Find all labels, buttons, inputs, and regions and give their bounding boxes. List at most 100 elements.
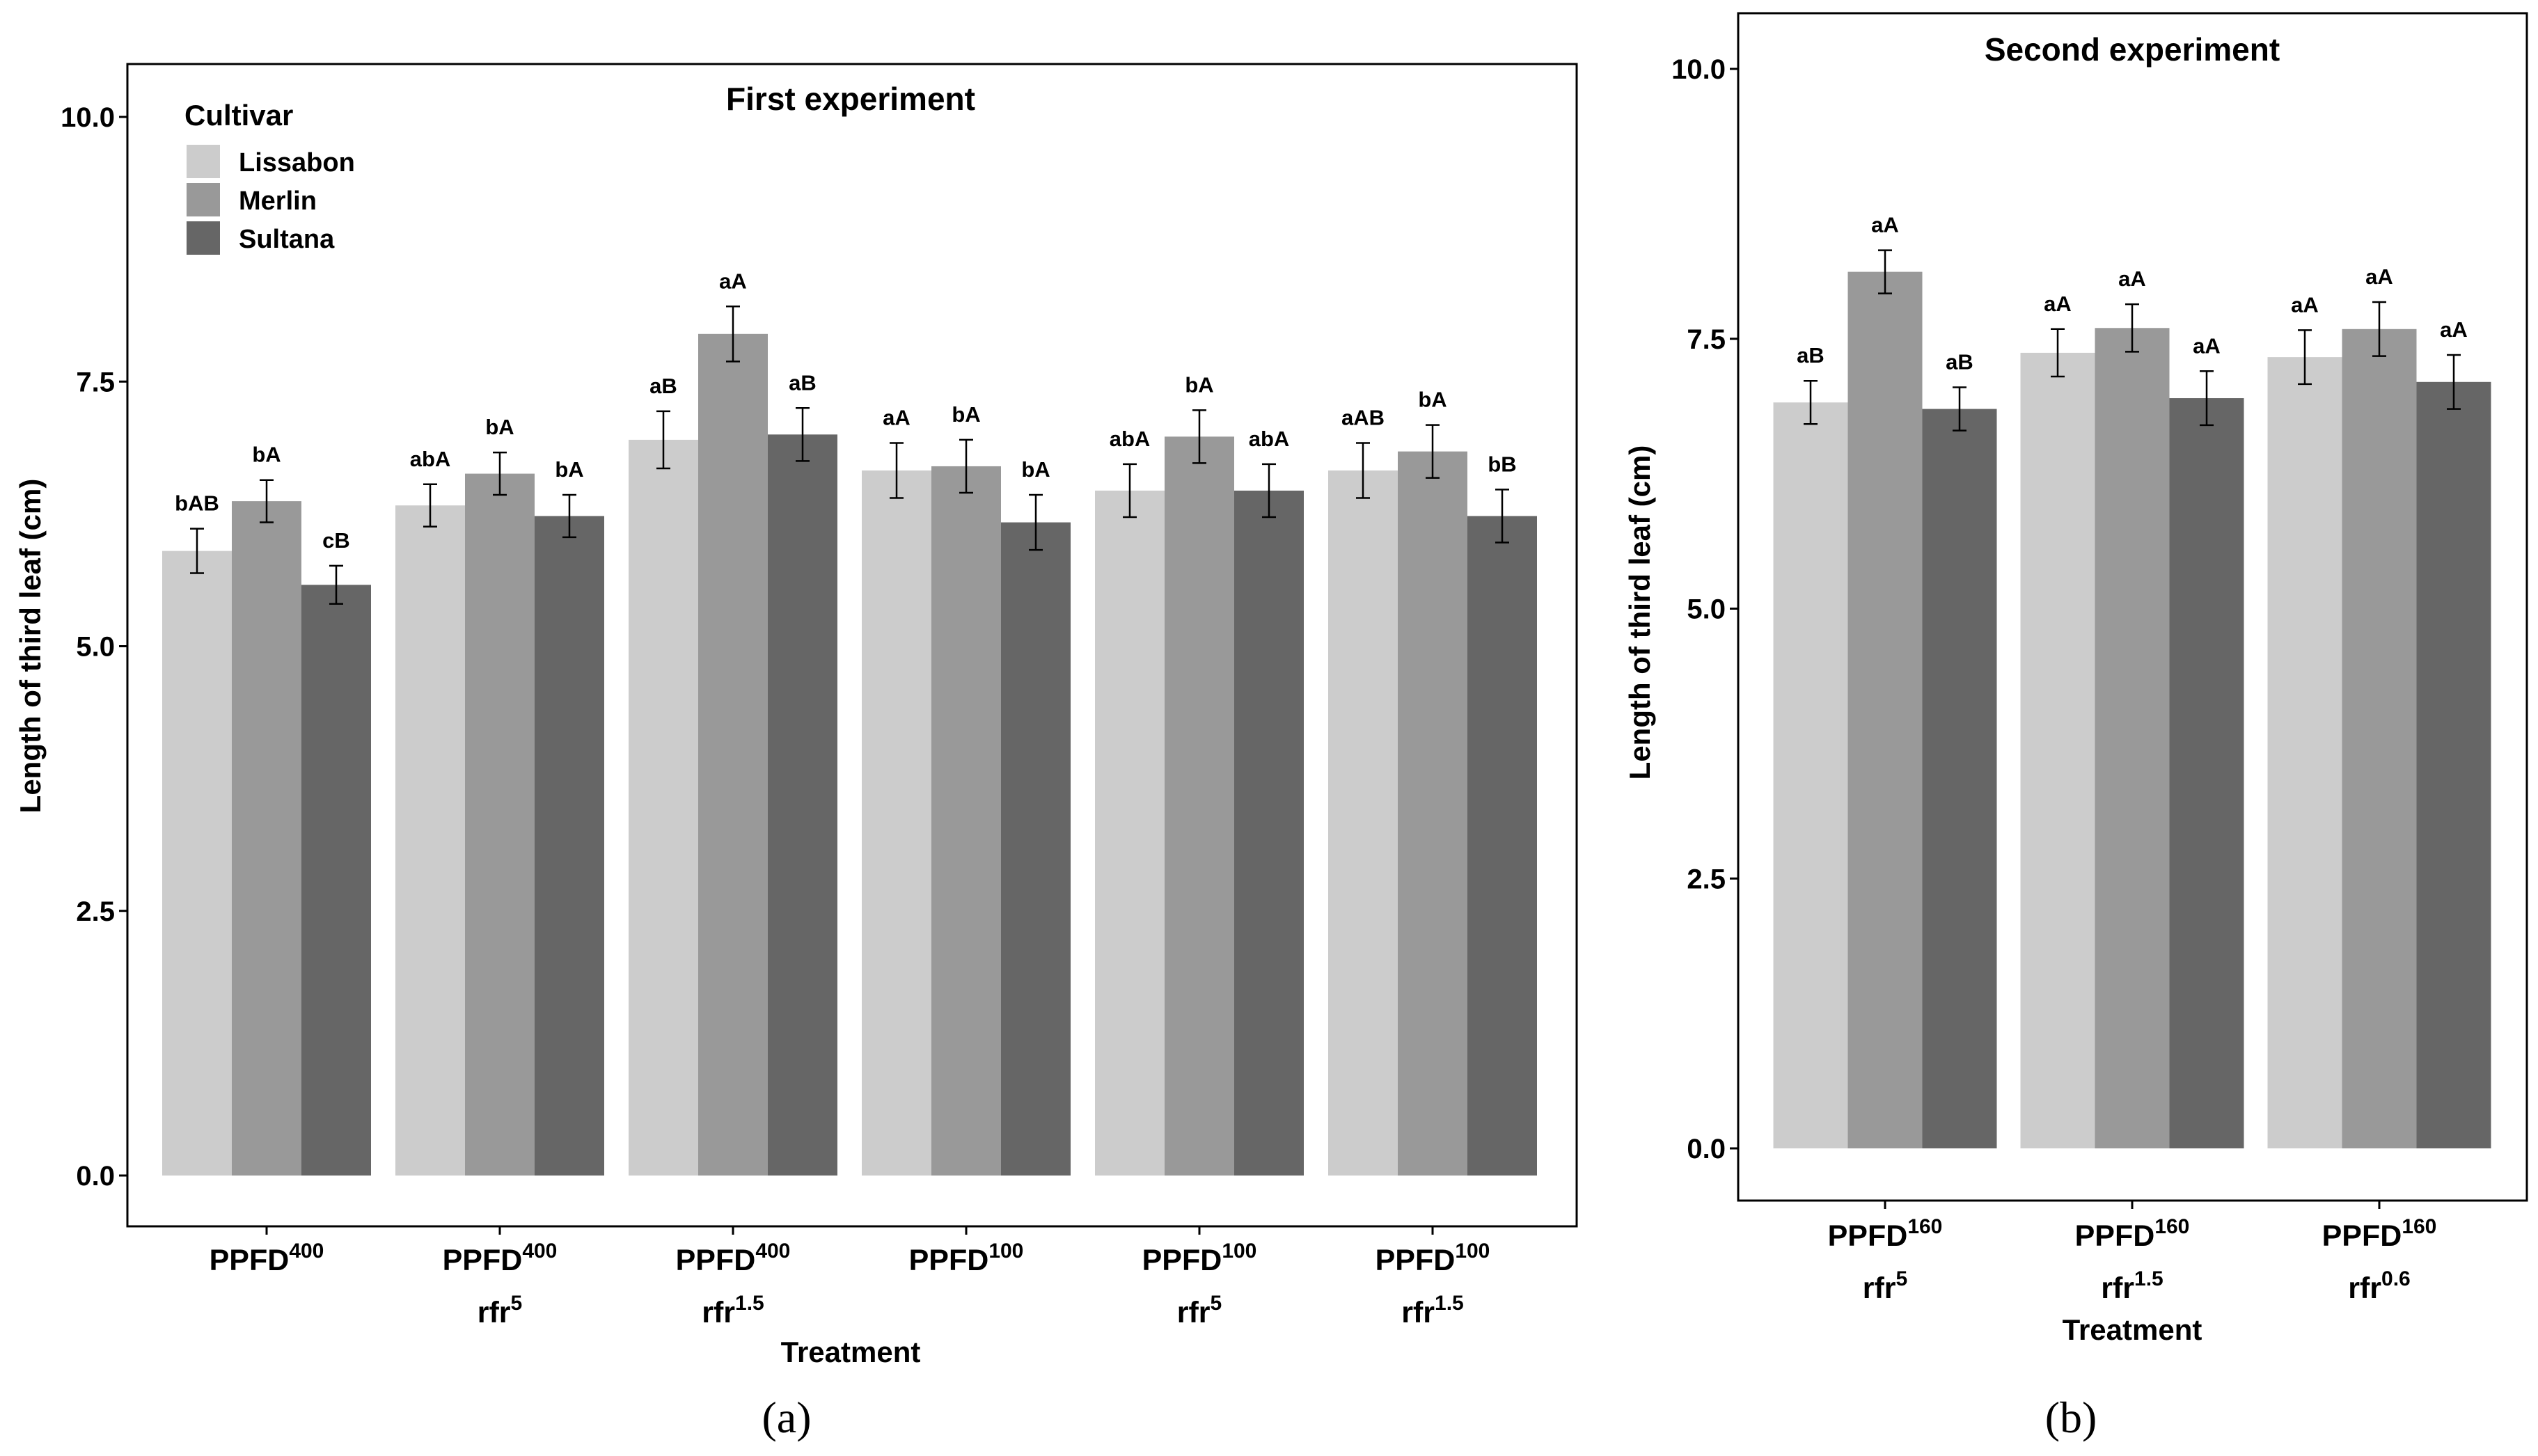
- bar-lissabon: [162, 551, 232, 1176]
- bar-merlin: [1847, 271, 1923, 1148]
- significance-label: aB: [1946, 350, 1973, 374]
- error-bar: [493, 451, 507, 496]
- error-bar: [1123, 463, 1137, 519]
- bar-lissabon: [629, 439, 698, 1176]
- significance-label: bA: [252, 443, 281, 467]
- bar-sultana: [768, 434, 837, 1176]
- category-superscript: 1.5: [2134, 1267, 2163, 1290]
- legend-swatch: [187, 221, 220, 255]
- error-bar: [656, 410, 670, 470]
- legend-label: Lissabon: [239, 148, 355, 177]
- error-bar: [190, 528, 204, 574]
- chart-title: Second experiment: [1985, 31, 2280, 68]
- category-line2: rfr5: [1863, 1267, 1907, 1305]
- bar-sultana: [1234, 490, 1304, 1176]
- significance-label: bA: [555, 457, 583, 482]
- category-superscript: 100: [1222, 1240, 1256, 1263]
- category-superscript: 5: [1896, 1267, 1908, 1290]
- significance-label: abA: [410, 447, 451, 471]
- y-tick-label: 7.5: [76, 367, 115, 397]
- bar-merlin: [698, 333, 768, 1176]
- bar-merlin: [2095, 328, 2170, 1148]
- significance-label: aA: [2440, 317, 2468, 342]
- y-tick-label: 5.0: [1687, 594, 1726, 625]
- error-bar: [1029, 493, 1043, 551]
- category-main: PPFD: [443, 1244, 523, 1277]
- legend-swatch: [187, 183, 220, 216]
- category-main: PPFD: [1142, 1244, 1222, 1277]
- error-bar: [1356, 442, 1370, 499]
- panel-b: 0.0 2.5 5.0 7.5 10.0 Length of third leaf (cm…: [1623, 12, 2528, 1442]
- category-line2: rfr0.6: [2348, 1267, 2411, 1305]
- significance-label: aA: [719, 269, 747, 293]
- significance-label: bA: [485, 415, 514, 439]
- bar-merlin: [465, 473, 535, 1176]
- bar-sultana: [1001, 522, 1071, 1176]
- category-main: rfr: [1863, 1272, 1896, 1305]
- category-main: rfr: [2348, 1272, 2381, 1305]
- error-bar: [1878, 249, 1892, 294]
- category-main: PPFD: [1828, 1219, 1908, 1253]
- significance-label: aB: [789, 370, 817, 395]
- category-line1: PPFD160: [2075, 1215, 2190, 1253]
- category-main: rfr: [702, 1296, 735, 1329]
- bar-merlin: [1165, 436, 1234, 1176]
- significance-label: bA: [952, 402, 980, 427]
- category-line1: PPFD400: [443, 1240, 558, 1277]
- category-line2: rfr5: [478, 1292, 522, 1329]
- bar-sultana: [2169, 398, 2244, 1149]
- category-superscript: 400: [522, 1240, 557, 1263]
- bar-merlin: [2342, 329, 2417, 1148]
- category-label-2: PPFD400 rfr1.5: [676, 1240, 791, 1329]
- error-bar: [1804, 379, 1818, 425]
- bar-lissabon: [1095, 490, 1165, 1176]
- category-line1: PPFD400: [210, 1240, 324, 1277]
- category-line1: PPFD400: [676, 1240, 791, 1277]
- bar-sultana: [301, 585, 371, 1176]
- category-superscript: 400: [755, 1240, 790, 1263]
- bar-lissabon: [862, 470, 931, 1176]
- category-superscript: 400: [289, 1240, 324, 1263]
- category-line2: rfr5: [1177, 1292, 1222, 1329]
- y-tick-label: 0.0: [76, 1161, 115, 1192]
- bar-merlin: [232, 501, 301, 1176]
- legend-swatch: [187, 145, 220, 178]
- error-bar: [726, 306, 740, 363]
- category-main: rfr: [1177, 1296, 1211, 1329]
- panel-a: 0.0 2.5 5.0 7.5 10.0 Length of third leaf (cm…: [14, 63, 1578, 1442]
- significance-label: aA: [2118, 267, 2146, 291]
- category-main: PPFD: [1376, 1244, 1456, 1277]
- bar-sultana: [1922, 409, 1997, 1149]
- category-superscript: 1.5: [1435, 1292, 1464, 1315]
- category-superscript: 1.5: [735, 1292, 764, 1315]
- significance-label: aA: [2044, 292, 2072, 316]
- significance-label: aA: [1871, 213, 1899, 237]
- category-label-4: PPFD100 rfr5: [1142, 1240, 1257, 1329]
- category-main: PPFD: [2075, 1219, 2155, 1253]
- error-bar: [2125, 303, 2139, 353]
- category-superscript: 100: [1455, 1240, 1490, 1263]
- category-line1: PPFD160: [1828, 1215, 1943, 1253]
- category-superscript: 5: [1211, 1292, 1222, 1315]
- significance-label: aB: [1797, 343, 1824, 367]
- category-line2: rfr1.5: [2101, 1267, 2163, 1305]
- category-label-3: PPFD100: [909, 1240, 1024, 1277]
- significance-label: abA: [1110, 427, 1151, 451]
- category-label-1: PPFD160 rfr1.5: [2075, 1215, 2190, 1305]
- y-tick-label: 0.0: [1687, 1134, 1726, 1164]
- bar-merlin: [1398, 451, 1467, 1176]
- category-line2: rfr1.5: [1401, 1292, 1464, 1329]
- error-bar: [423, 483, 437, 528]
- error-bar: [890, 442, 904, 499]
- y-axis-label: Length of third leaf (cm): [14, 479, 47, 814]
- y-axis-label: Length of third leaf (cm): [1623, 445, 1656, 780]
- category-superscript: 160: [2402, 1215, 2436, 1238]
- error-bar: [2447, 354, 2461, 410]
- bar-lissabon: [2020, 352, 2095, 1149]
- significance-label: bAB: [175, 491, 219, 516]
- category-line2: rfr1.5: [702, 1292, 764, 1329]
- error-bar: [1262, 463, 1276, 519]
- significance-label: bA: [1021, 457, 1050, 482]
- significance-label: aA: [2365, 264, 2393, 289]
